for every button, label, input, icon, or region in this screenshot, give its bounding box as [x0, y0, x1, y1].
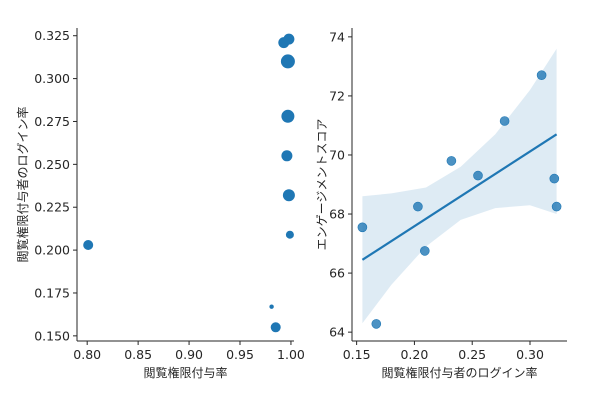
- data-point: [282, 189, 295, 202]
- y-tick-label: 66: [329, 266, 345, 281]
- y-tick-label: 0.275: [34, 114, 70, 129]
- y-tick-label: 74: [329, 29, 345, 44]
- data-point: [473, 170, 483, 181]
- data-point: [446, 156, 457, 166]
- y-tick-label: 0.200: [34, 243, 70, 258]
- x-tick-label: 0.95: [226, 347, 254, 362]
- y-tick-label: 0.250: [34, 157, 70, 172]
- data-point: [419, 246, 430, 256]
- x-tick-label: 0.15: [343, 347, 371, 362]
- right-regression-panel: 0.15 0.20 0.25 0.30 64 66 68 70 72 74 閲覧権限付与者のログイン…: [315, 28, 567, 380]
- y-tick-label: 72: [329, 88, 345, 103]
- y-tick-label: 0.175: [34, 285, 70, 300]
- x-tick-label: 0.20: [400, 347, 428, 362]
- y-tick-label: 70: [329, 147, 345, 162]
- y-tick-label: 0.150: [34, 328, 70, 343]
- data-point: [371, 319, 382, 329]
- y-axis-label: 閲覧権限付与者のログイン率: [15, 106, 30, 262]
- data-point: [280, 54, 295, 69]
- y-axis-label: エンゲージメントスコア: [315, 119, 329, 251]
- data-point: [536, 70, 547, 80]
- y-tick-label: 0.325: [34, 28, 70, 43]
- data-point: [281, 109, 295, 123]
- x-tick-label: 1.00: [277, 347, 305, 362]
- data-point: [270, 322, 281, 333]
- left-scatter-panel: 0.80 0.85 0.90 0.95 1.00 0.150 0.175 0.200 0.225…: [15, 28, 305, 380]
- x-tick-label: 0.30: [516, 347, 544, 362]
- x-tick-label: 0.85: [124, 347, 152, 362]
- data-point: [285, 230, 294, 239]
- x-axis-label: 閲覧権限付与者のログイン率: [381, 365, 537, 380]
- x-axis-label: 閲覧権限付与率: [143, 365, 227, 380]
- data-point: [283, 33, 295, 45]
- data-point: [281, 150, 293, 162]
- confidence-band: [362, 48, 557, 324]
- data-point: [551, 201, 562, 212]
- y-tick-label: 64: [329, 325, 345, 340]
- x-tick-label: 0.25: [458, 347, 486, 362]
- x-tick-label: 0.90: [175, 347, 203, 362]
- data-point: [413, 201, 423, 212]
- data-point: [499, 116, 510, 126]
- data-point: [549, 173, 560, 184]
- data-point: [83, 240, 94, 250]
- x-tick-label: 0.80: [73, 347, 101, 362]
- y-tick-label: 68: [329, 207, 345, 222]
- data-point: [357, 222, 368, 233]
- y-tick-label: 0.225: [34, 200, 70, 215]
- regression-line: [361, 133, 558, 261]
- data-point: [269, 304, 274, 309]
- y-tick-label: 0.300: [34, 71, 70, 86]
